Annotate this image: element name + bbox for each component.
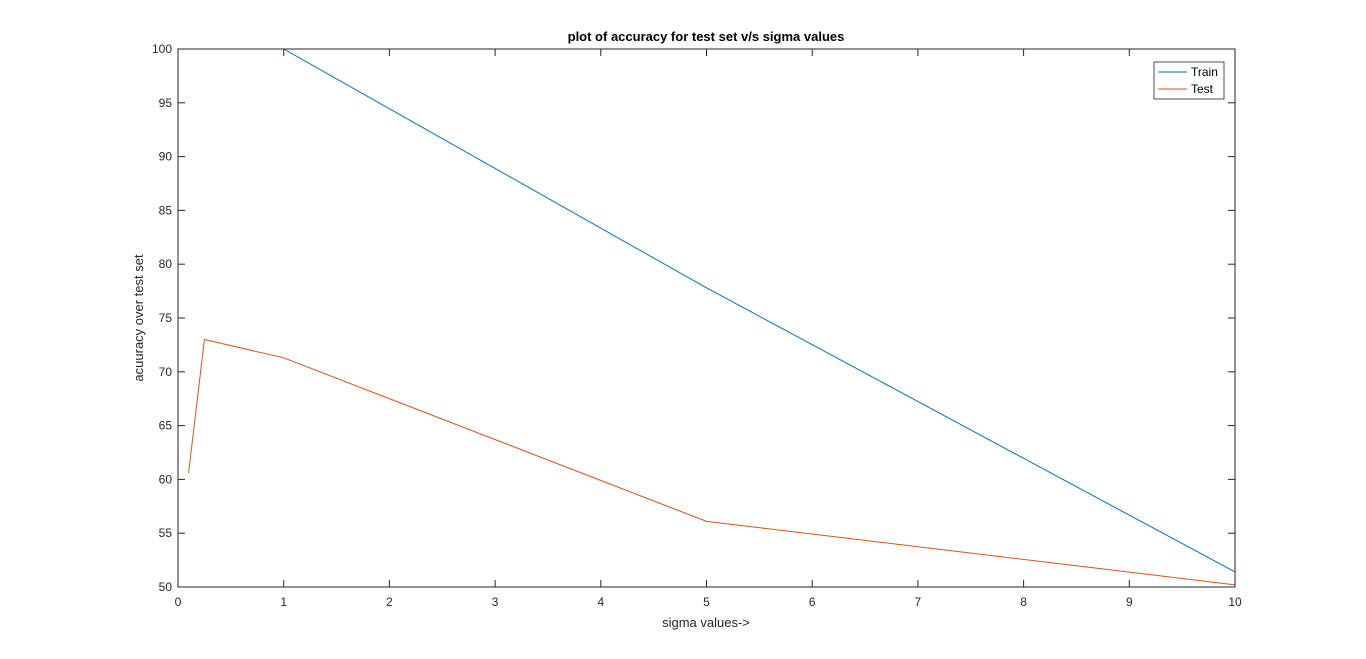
legend: Train Test (1153, 61, 1225, 100)
y-tick-label: 55 (159, 526, 173, 540)
y-tick-label: 65 (159, 419, 173, 433)
x-tick-label: 8 (1020, 595, 1027, 609)
y-tick-label: 90 (159, 150, 173, 164)
x-tick-label: 5 (703, 595, 710, 609)
tick-labels-layer: 0 1 2 3 4 5 6 7 8 9 10 50 55 60 65 70 75 80 85 90 95 100 (152, 42, 1242, 609)
legend-box (1153, 61, 1225, 100)
x-tick-label: 7 (915, 595, 922, 609)
y-tick-label: 95 (159, 96, 173, 110)
x-tick-label: 10 (1228, 595, 1242, 609)
y-tick-label: 100 (152, 42, 172, 56)
legend-label-train: Train (1191, 65, 1218, 79)
y-axis-label: acuuracy over test set (131, 254, 146, 382)
y-tick-label: 85 (159, 203, 173, 217)
x-tick-label: 2 (386, 595, 393, 609)
y-tick-label: 75 (159, 311, 173, 325)
x-axis-label: sigma values-> (662, 615, 750, 630)
x-tick-label: 9 (1126, 595, 1133, 609)
y-tick-label: 80 (159, 257, 173, 271)
plot-area (178, 49, 1235, 587)
x-tick-label: 1 (280, 595, 287, 609)
x-tick-label: 4 (597, 595, 604, 609)
x-tick-label: 0 (175, 595, 182, 609)
x-tick-label: 3 (492, 595, 499, 609)
series-line-test (188, 338, 1236, 586)
y-tick-label: 60 (159, 472, 173, 486)
y-tick-label: 70 (159, 365, 173, 379)
ticks-layer (177, 48, 1236, 588)
y-tick-label: 50 (159, 580, 173, 594)
chart-title: plot of accuracy for test set v/s sigma … (568, 29, 845, 44)
legend-label-test: Test (1191, 82, 1214, 96)
x-tick-label: 6 (809, 595, 816, 609)
